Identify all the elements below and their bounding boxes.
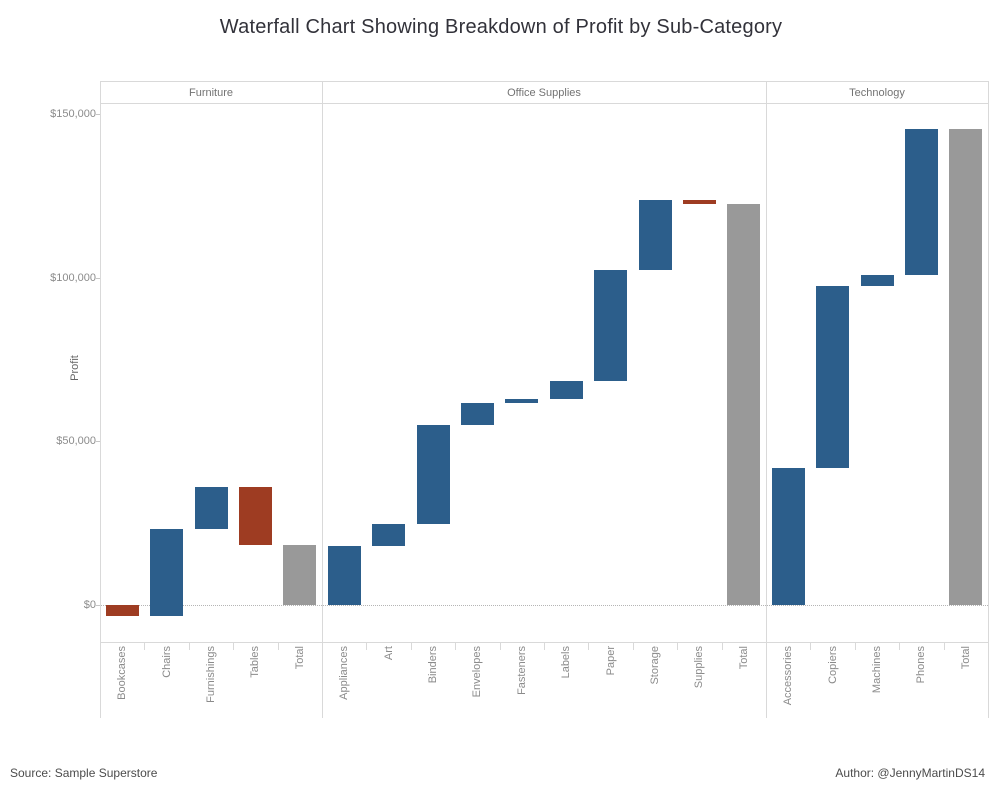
x-tick-mark [144,642,146,650]
x-tick-mark [854,642,856,650]
bar-furniture-tables[interactable] [238,486,272,545]
x-label-binders: Binders [427,646,439,684]
x-tick-mark [188,642,190,650]
x-label-supplies: Supplies [693,646,706,689]
bar-office-supplies-supplies[interactable] [682,200,716,205]
y-tick-mark [96,277,100,279]
x-label-tables: Tables [249,646,262,678]
panel-header-technology: Technology [849,87,905,99]
x-tick-mark [544,642,545,650]
y-tick-mark [96,113,100,115]
x-label-machines: Machines [871,646,883,694]
bar-office-supplies-fasteners[interactable] [505,399,539,403]
x-label-phones: Phones [915,646,928,684]
panel-divider [766,81,767,718]
panel-header-top-border [100,81,988,82]
y-tick-mark [96,441,100,443]
bar-furniture-total[interactable] [283,544,317,605]
y-tick-label: $150,000 [50,107,96,120]
x-tick-mark [499,642,501,650]
x-tick-mark [277,642,279,650]
x-label-accessories: Accessories [782,646,795,706]
bar-office-supplies-labels[interactable] [549,381,583,400]
x-label-appliances: Appliances [338,646,351,700]
x-tick-mark [677,642,679,650]
panel-divider [100,81,101,718]
bar-technology-phones[interactable] [904,128,938,275]
bar-office-supplies-total[interactable] [727,204,761,605]
x-tick-mark [810,642,812,650]
bar-technology-accessories[interactable] [771,467,805,605]
bar-technology-copiers[interactable] [816,285,850,468]
x-tick-mark [366,642,368,650]
bar-office-supplies-envelopes[interactable] [460,402,494,426]
panel-header-office-supplies: Office Supplies [507,87,581,99]
x-label-bookcases: Bookcases [116,646,129,700]
bar-furniture-furnishings[interactable] [194,486,228,530]
x-tick-mark [455,642,457,650]
x-label-art: Art [382,646,395,661]
x-label-fasteners: Fasteners [515,646,528,695]
x-label-total: Total [959,646,972,670]
bar-furniture-bookcases[interactable] [105,605,139,617]
x-label-chairs: Chairs [160,646,173,678]
x-tick-mark [721,642,723,650]
author-caption: Author: @JennyMartinDS14 [835,766,985,780]
plot-right-border [988,81,989,718]
x-tick-mark [632,642,634,650]
y-tick-mark [96,605,100,606]
x-label-storage: Storage [649,646,661,685]
x-label-labels: Labels [560,646,573,679]
y-tick-label: $100,000 [50,271,96,284]
x-tick-mark [588,642,590,650]
panel-header-bottom-border [100,103,988,104]
bar-office-supplies-art[interactable] [372,524,406,546]
y-tick-label: $50,000 [56,435,96,448]
source-caption: Source: Sample Superstore [10,766,158,780]
y-axis-title: Profit [69,355,81,381]
x-tick-mark [899,642,901,650]
panel-divider [322,81,323,718]
x-label-paper: Paper [604,646,617,676]
chart-title: Waterfall Chart Showing Breakdown of Pro… [219,16,783,38]
panel-header-furniture: Furniture [188,87,234,99]
x-label-total: Total [293,646,306,670]
bar-office-supplies-binders[interactable] [416,425,450,525]
bar-office-supplies-storage[interactable] [638,200,672,270]
zero-line [100,605,988,606]
bar-furniture-chairs[interactable] [150,529,184,617]
x-label-copiers: Copiers [826,646,839,684]
bar-technology-total[interactable] [949,128,983,605]
bar-office-supplies-appliances[interactable] [327,545,361,605]
x-label-furnishings: Furnishings [205,646,217,703]
x-tick-mark [410,642,412,650]
bar-technology-machines[interactable] [860,274,894,286]
x-label-total: Total [737,646,750,670]
y-tick-label: $0 [83,599,96,611]
x-label-envelopes: Envelopes [471,646,484,698]
x-tick-mark [943,642,945,650]
x-tick-mark [233,642,235,650]
bar-office-supplies-paper[interactable] [594,269,628,382]
